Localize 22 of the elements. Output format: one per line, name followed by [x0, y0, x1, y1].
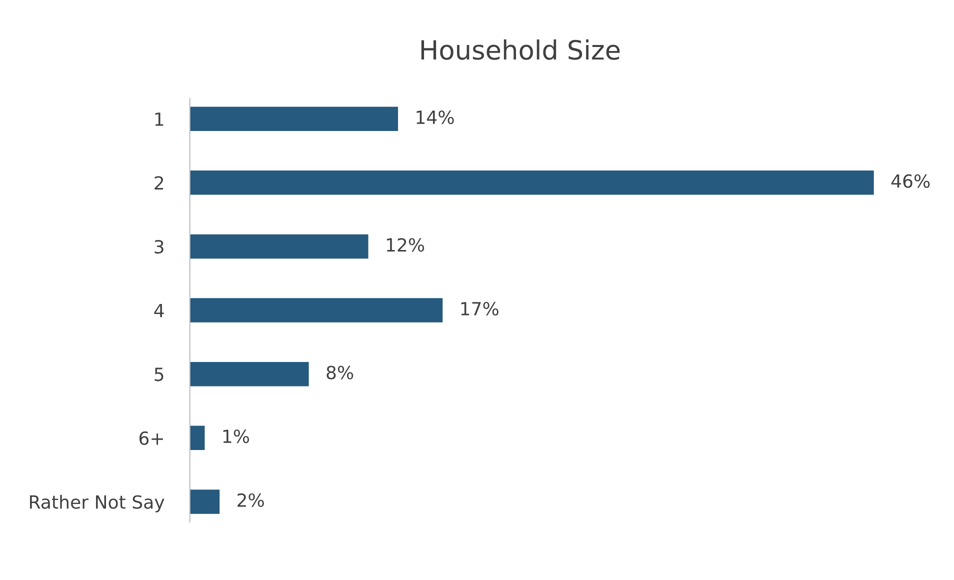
- bar: [190, 170, 874, 195]
- bar: [190, 298, 443, 322]
- y-tick-label: 3: [154, 240, 164, 254]
- data-label: 2%: [238, 493, 264, 507]
- y-tick-label: 4: [154, 304, 164, 318]
- y-tick-label: 6+: [139, 431, 163, 446]
- data-label: 1%: [223, 430, 250, 444]
- chart-title: Household Size: [421, 39, 620, 60]
- y-tick-label: Rather Not Say: [30, 494, 164, 512]
- bar: [190, 490, 220, 514]
- data-label: 14%: [416, 110, 454, 124]
- bar: [190, 426, 205, 450]
- data-label: 12%: [386, 238, 424, 252]
- y-tick-label: 1: [155, 112, 164, 126]
- data-label: 8%: [326, 366, 354, 380]
- data-label: 17%: [461, 302, 498, 316]
- y-tick-label: 5: [154, 368, 164, 382]
- bar: [190, 234, 368, 259]
- bar: [190, 106, 398, 131]
- data-label: 46%: [891, 174, 930, 188]
- bar: [190, 362, 309, 386]
- y-tick-label: 2: [154, 176, 164, 190]
